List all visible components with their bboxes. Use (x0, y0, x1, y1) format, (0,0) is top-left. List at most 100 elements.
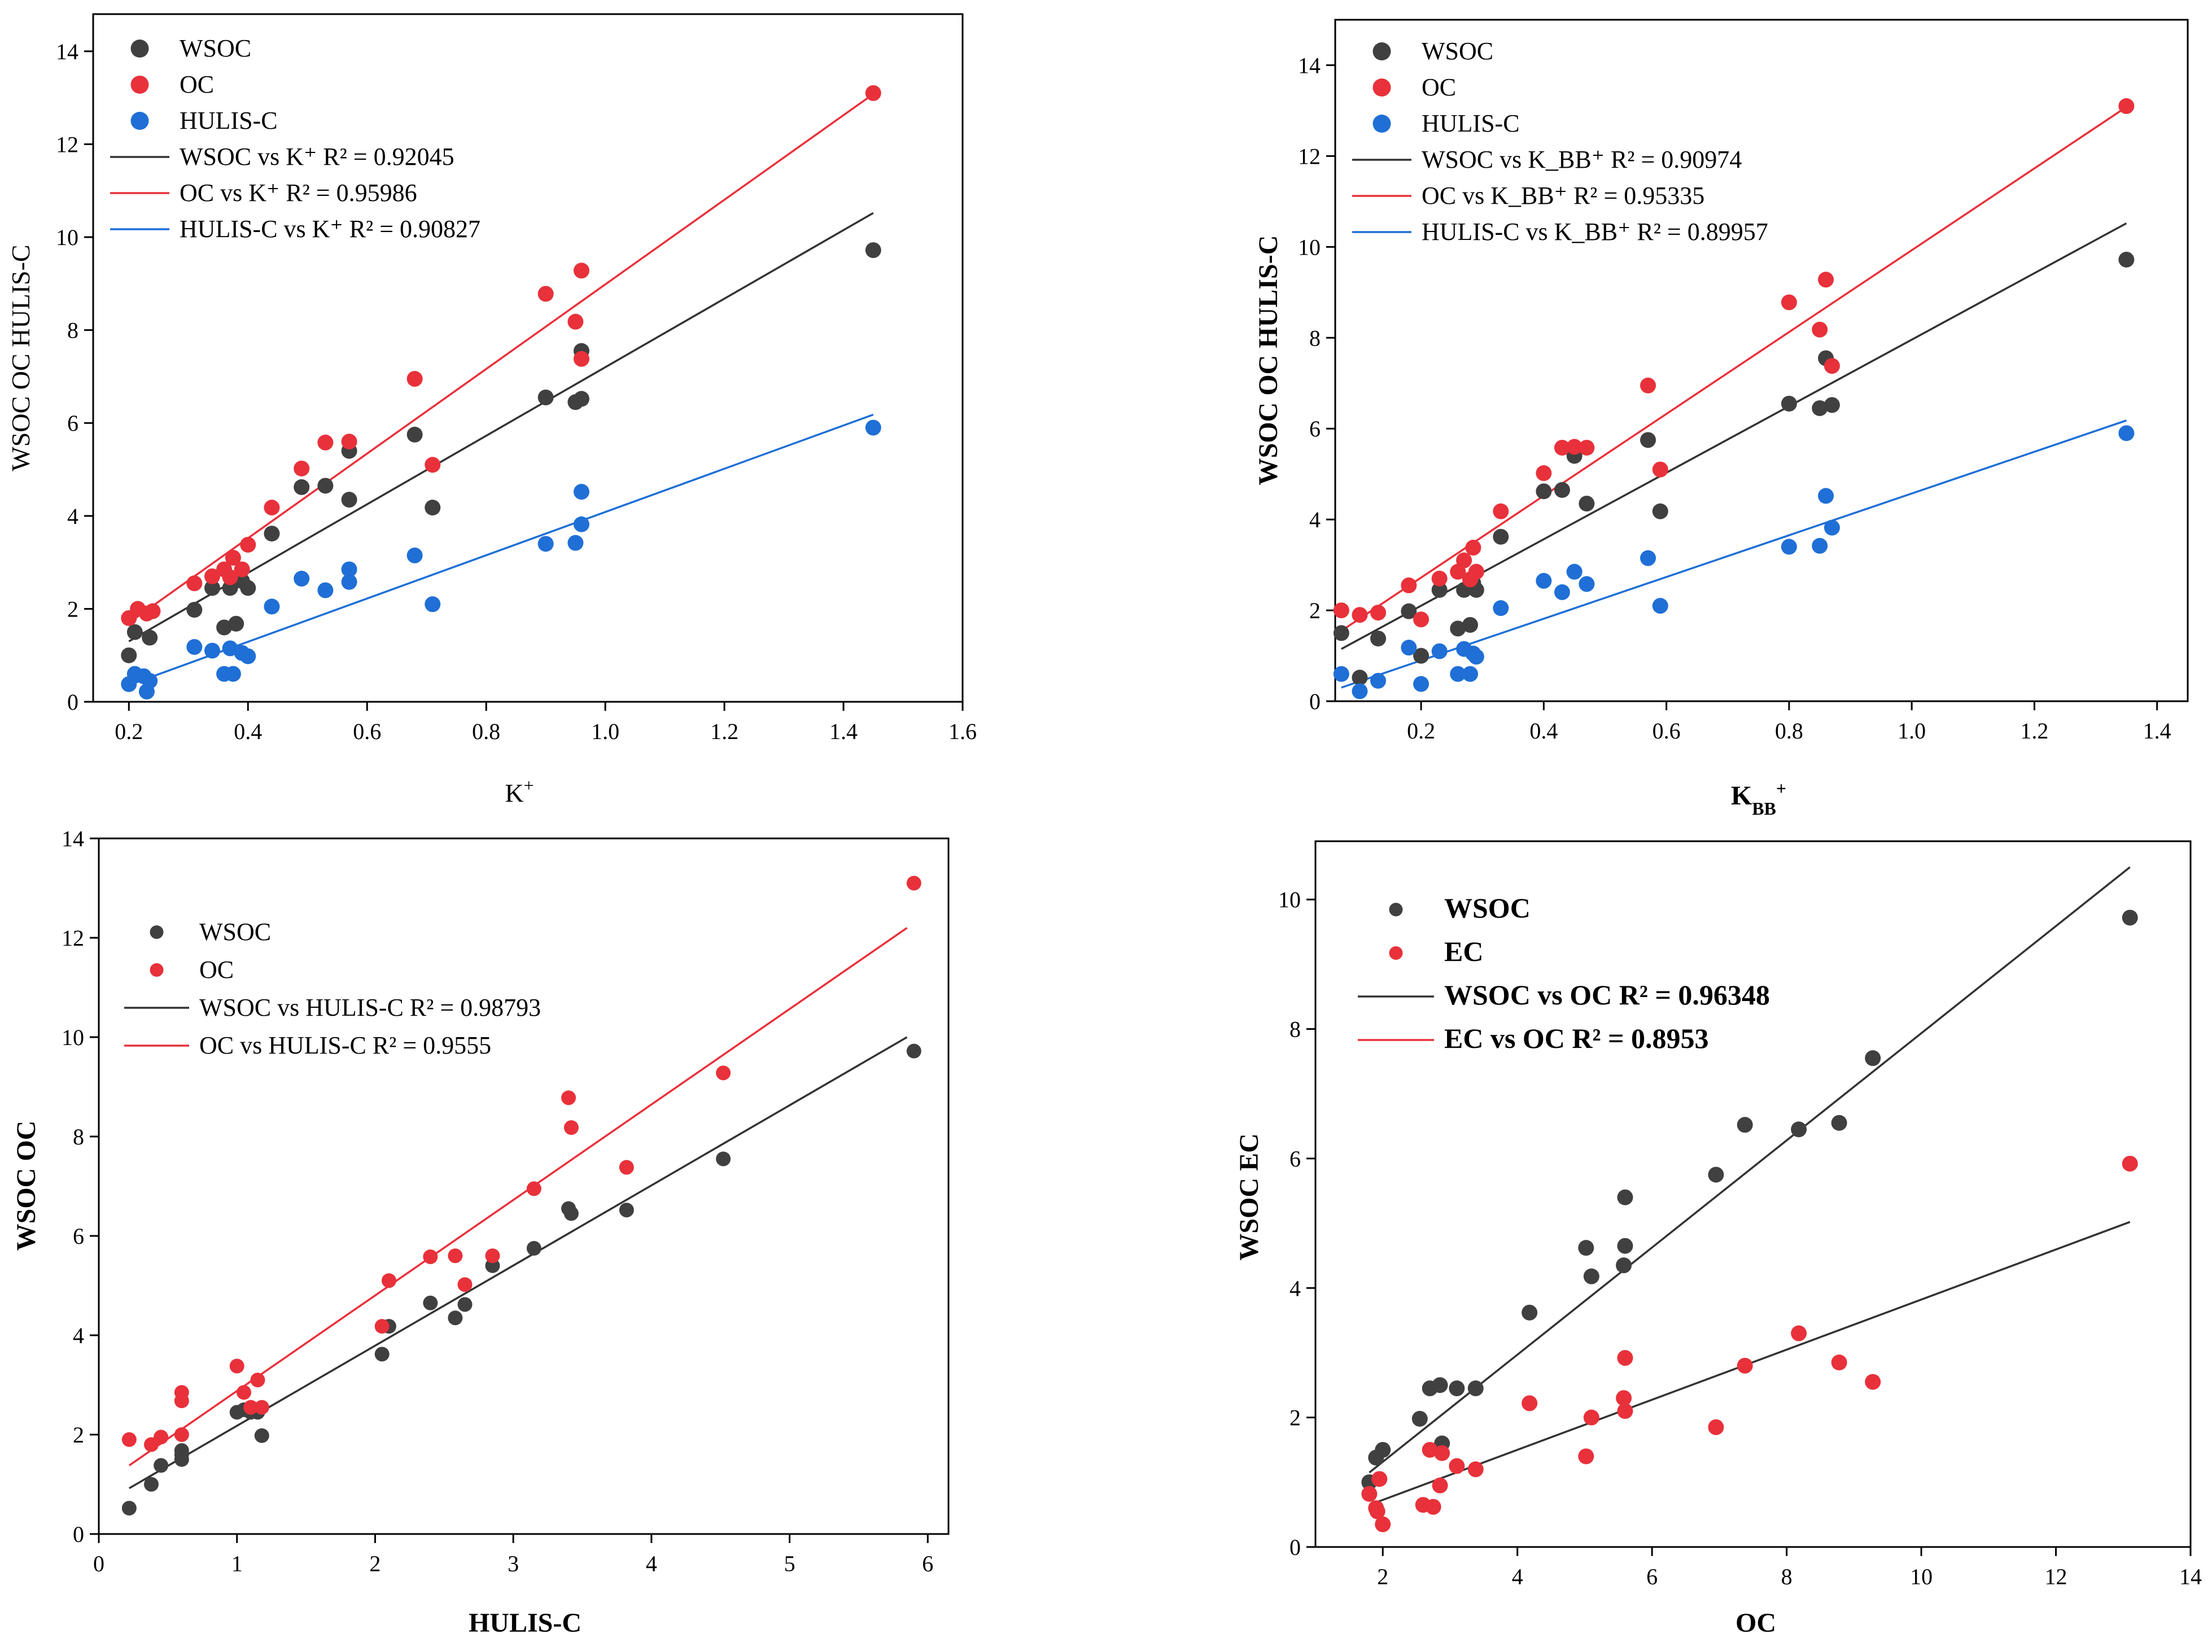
legend-label: OC vs K⁺ R² = 0.95986 (180, 179, 417, 207)
data-point (294, 460, 310, 477)
scatter-points (1333, 98, 2135, 700)
y-axis-label: WSOC OC HULIS-C (6, 244, 35, 471)
y-axis-label: WSOC EC (1234, 1133, 1264, 1260)
data-point (1370, 630, 1387, 646)
data-point (142, 672, 158, 689)
y-tick-label: 10 (62, 1025, 84, 1050)
data-point (1493, 528, 1509, 545)
data-point (317, 478, 334, 494)
data-point (264, 526, 280, 542)
data-point (425, 457, 441, 473)
data-point (573, 263, 589, 279)
x-tick-label: 2 (1377, 1564, 1388, 1589)
data-point (1640, 377, 1656, 394)
fit-lines (1369, 866, 2131, 1506)
data-point (425, 596, 441, 613)
legend-marker (130, 40, 149, 58)
data-point (563, 1206, 579, 1221)
data-point (573, 516, 589, 532)
data-point (240, 648, 256, 665)
fit-line (128, 1036, 908, 1489)
data-point (229, 1358, 244, 1374)
data-point (1818, 272, 1834, 288)
data-point (240, 536, 256, 553)
data-point (121, 1432, 137, 1447)
data-point (1413, 648, 1430, 664)
fit-line (1369, 866, 2131, 1474)
y-axis-label: WSOC OC (11, 1121, 41, 1251)
data-point (1434, 1445, 1450, 1461)
data-point (317, 582, 334, 598)
x-tick-label: 2 (369, 1551, 381, 1576)
data-point (264, 598, 280, 615)
data-point (1824, 397, 1840, 413)
fit-line (128, 413, 874, 687)
y-tick-group: 0 2 4 6 8 10 12 14 (1298, 53, 1335, 714)
data-point (567, 535, 584, 551)
data-point (457, 1297, 473, 1312)
y-tick-group: 0 2 4 6 8 10 12 14 (56, 39, 93, 715)
y-tick-label: 4 (73, 1323, 84, 1348)
x-tick-label: 1 (231, 1551, 243, 1576)
x-tick-group: 2 4 6 8 10 12 14 (1377, 1547, 2202, 1589)
data-point (1617, 1350, 1633, 1366)
x-tick-label: 6 (1646, 1564, 1658, 1589)
data-point (1333, 625, 1349, 641)
x-tick-label: 14 (2179, 1564, 2202, 1589)
data-point (526, 1241, 541, 1256)
fit-line (128, 212, 874, 643)
data-point (1361, 1485, 1378, 1502)
data-point (222, 569, 238, 585)
x-tick-label: 1.0 (1898, 718, 1926, 744)
data-point (1432, 1377, 1448, 1393)
x-tick-label: 0.4 (234, 719, 262, 744)
data-point (1462, 666, 1478, 682)
plot-area-frame (92, 13, 964, 703)
data-point (174, 1443, 189, 1458)
data-point (1468, 649, 1484, 665)
plot-area-frame (1334, 19, 2189, 702)
legend-label: EC vs OC R² = 0.8953 (1444, 1022, 1709, 1054)
data-point (537, 536, 554, 552)
data-point (425, 499, 441, 515)
data-point (154, 1458, 169, 1473)
data-point (619, 1160, 634, 1175)
y-tick-label: 6 (1309, 416, 1321, 442)
panel-kbb-plus: 0.2 0.4 0.6 0.8 1.0 1.2 1.4 0 2 4 6 8 10 12 14 WSOC OC… (1253, 19, 2189, 819)
y-tick-label: 8 (67, 318, 78, 343)
data-point (216, 619, 233, 636)
data-point (1708, 1419, 1724, 1435)
x-axis-label: K+ (505, 775, 534, 807)
data-point (1450, 620, 1466, 637)
y-tick-label: 14 (56, 39, 78, 64)
data-point (1617, 1403, 1633, 1419)
legend-marker (1389, 903, 1403, 916)
x-tick-label: 1.0 (591, 719, 619, 744)
data-point (341, 561, 357, 578)
data-point (1737, 1117, 1753, 1133)
data-point (121, 647, 137, 663)
data-point (317, 434, 334, 451)
data-point (1522, 1304, 1538, 1321)
x-tick-label: 8 (1781, 1564, 1793, 1589)
x-tick-label: 0.2 (1407, 718, 1435, 744)
data-point (537, 389, 554, 405)
y-tick-label: 8 (73, 1124, 84, 1150)
data-point (1449, 1380, 1465, 1397)
x-tick-label: 0.8 (1775, 718, 1803, 744)
legend-label: WSOC (1422, 37, 1493, 65)
data-point (250, 1373, 265, 1388)
x-tick-label: 1.4 (2143, 718, 2171, 744)
y-tick-label: 6 (1289, 1146, 1301, 1172)
data-point (1781, 539, 1797, 555)
data-point (1554, 439, 1570, 456)
legend-label: WSOC vs K⁺ R² = 0.92045 (180, 143, 454, 171)
data-point (1401, 603, 1417, 619)
data-point (222, 640, 238, 657)
data-point (865, 242, 881, 259)
data-point (1652, 461, 1668, 478)
data-point (341, 492, 357, 508)
y-tick-label: 4 (1309, 507, 1321, 532)
data-point (563, 1120, 579, 1135)
data-point (1536, 465, 1552, 482)
